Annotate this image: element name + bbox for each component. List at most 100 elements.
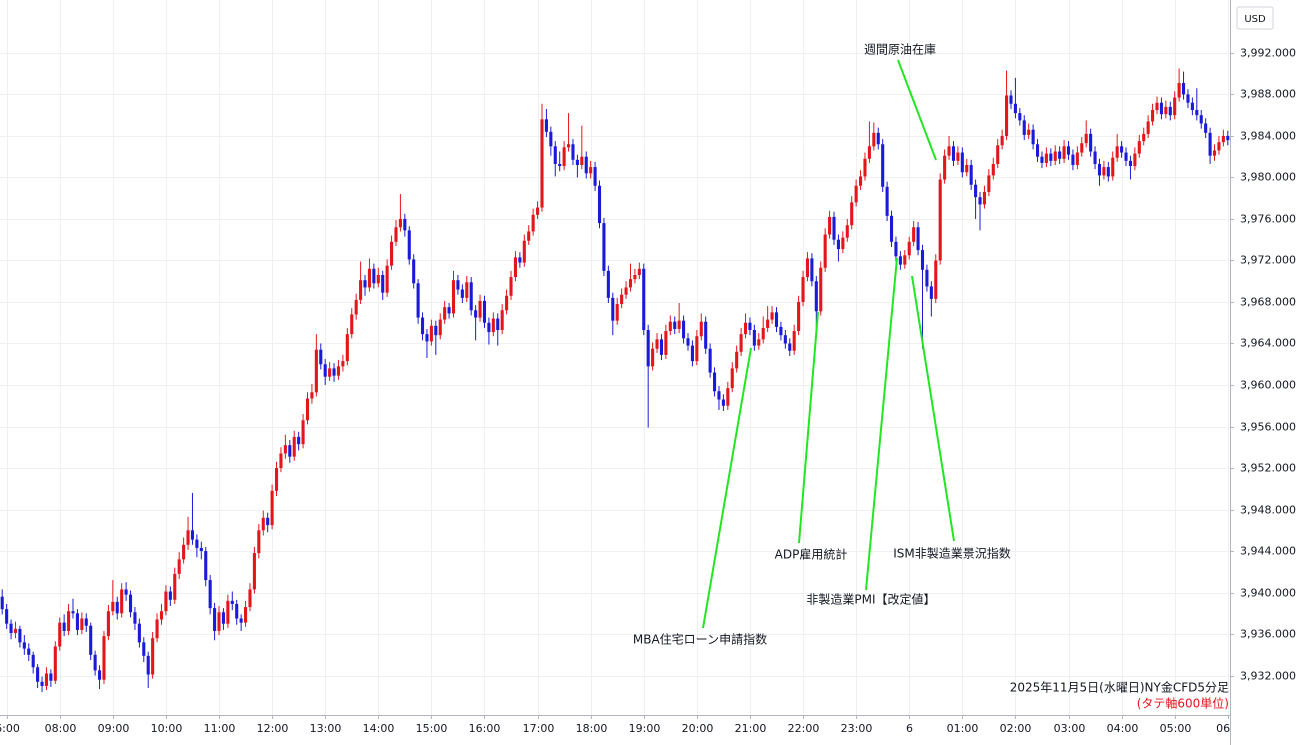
candle-body [779,326,783,336]
annotation: MBA住宅ローン申請指数 [633,632,767,647]
y-tick-label: 3,952.000 [1240,462,1296,475]
x-tick-label: 16:00 [469,722,501,735]
candle-body [1093,151,1097,164]
candle-body [527,231,531,241]
candle-body [1102,167,1106,176]
candle-body [943,155,947,180]
candle-body [350,314,354,335]
y-tick-label: 3,948.000 [1240,504,1296,517]
candle-body [190,530,195,540]
candle-body [757,339,761,346]
y-tick-label: 3,992.000 [1240,47,1296,60]
candle-body [106,611,110,637]
candle-body [235,603,239,619]
candle-body [814,281,818,312]
candle-body [934,260,938,299]
candle-body [1005,95,1009,136]
candle-body [668,321,672,332]
candle-body [553,146,557,164]
candle-body [164,591,168,612]
x-tick-label: 14:00 [363,722,395,735]
candle-body [341,361,345,367]
candle-body [84,618,88,626]
candle-body [1137,141,1141,154]
candle-body [690,345,694,362]
candle-body [168,591,172,600]
candle-body [1066,146,1071,155]
candle-body [841,237,845,250]
candle-body [319,349,323,365]
candle-body [474,310,478,318]
x-tick-label: 11:00 [204,722,236,735]
candle-body [708,348,712,373]
candle-body [18,628,22,643]
candle-body [0,596,4,610]
candle-body [602,223,606,271]
candle-body [805,258,810,278]
candle-body [752,330,756,346]
candle-body [845,225,849,238]
candle-body [889,215,894,242]
candle-body [624,287,628,295]
x-tick-label: 10:00 [151,722,183,735]
x-tick-label: 08:00 [45,722,77,735]
candle-body [297,436,301,445]
candle-body [451,280,456,314]
y-tick-label: 3,960.000 [1240,379,1296,392]
candle-body [425,334,429,342]
candle-body [646,330,650,367]
candle-body [447,307,451,314]
candle-body [270,490,274,526]
candle-body [177,559,181,574]
candle-body [208,580,212,609]
x-tick-label: 15:00 [416,722,448,735]
candle-body [721,399,725,406]
candle-body [589,167,593,174]
candles [0,68,1230,693]
candle-body [1075,152,1079,165]
candle-body [1168,106,1172,116]
y-tick-label: 3,984.000 [1240,130,1296,143]
candle-body [36,667,40,682]
candle-body [863,158,867,177]
candle-body [305,398,310,421]
candle-body [456,280,460,290]
currency: USD [1244,14,1266,25]
candle-body [345,334,349,362]
candle-body [274,468,279,491]
candle-body [748,322,752,330]
candle-body [75,613,79,630]
candle-body [593,167,597,186]
candle-body [403,218,407,231]
candle-body [580,156,584,165]
candle-body [420,317,425,335]
candle-body [301,420,305,445]
candle-body [739,334,743,352]
candle-body [1040,156,1044,163]
candle-body [505,295,509,311]
annotation-line [865,257,898,591]
annotation-line [911,275,955,542]
candle-body [146,655,150,675]
x-tick-label: 03:00 [1054,722,1086,735]
candle-body [1084,133,1088,144]
candle-body [213,608,217,631]
candle-body [558,163,562,167]
x-tick-label: 13:00 [310,722,342,735]
candle-body [823,234,827,268]
candle-body [531,214,535,232]
currency-box[interactable] [1236,6,1274,30]
candle-body [199,547,203,552]
candle-body [597,185,602,224]
candle-body [792,331,796,351]
candle-body [651,348,655,367]
x-tick-label: 6 [906,722,913,735]
candle-body [1186,94,1190,103]
candle-body [1155,102,1159,110]
candle-body [1142,133,1146,142]
candle-body [1080,143,1084,153]
candle-body [1089,133,1093,152]
candle-body [801,277,805,302]
candle-body [27,648,31,655]
